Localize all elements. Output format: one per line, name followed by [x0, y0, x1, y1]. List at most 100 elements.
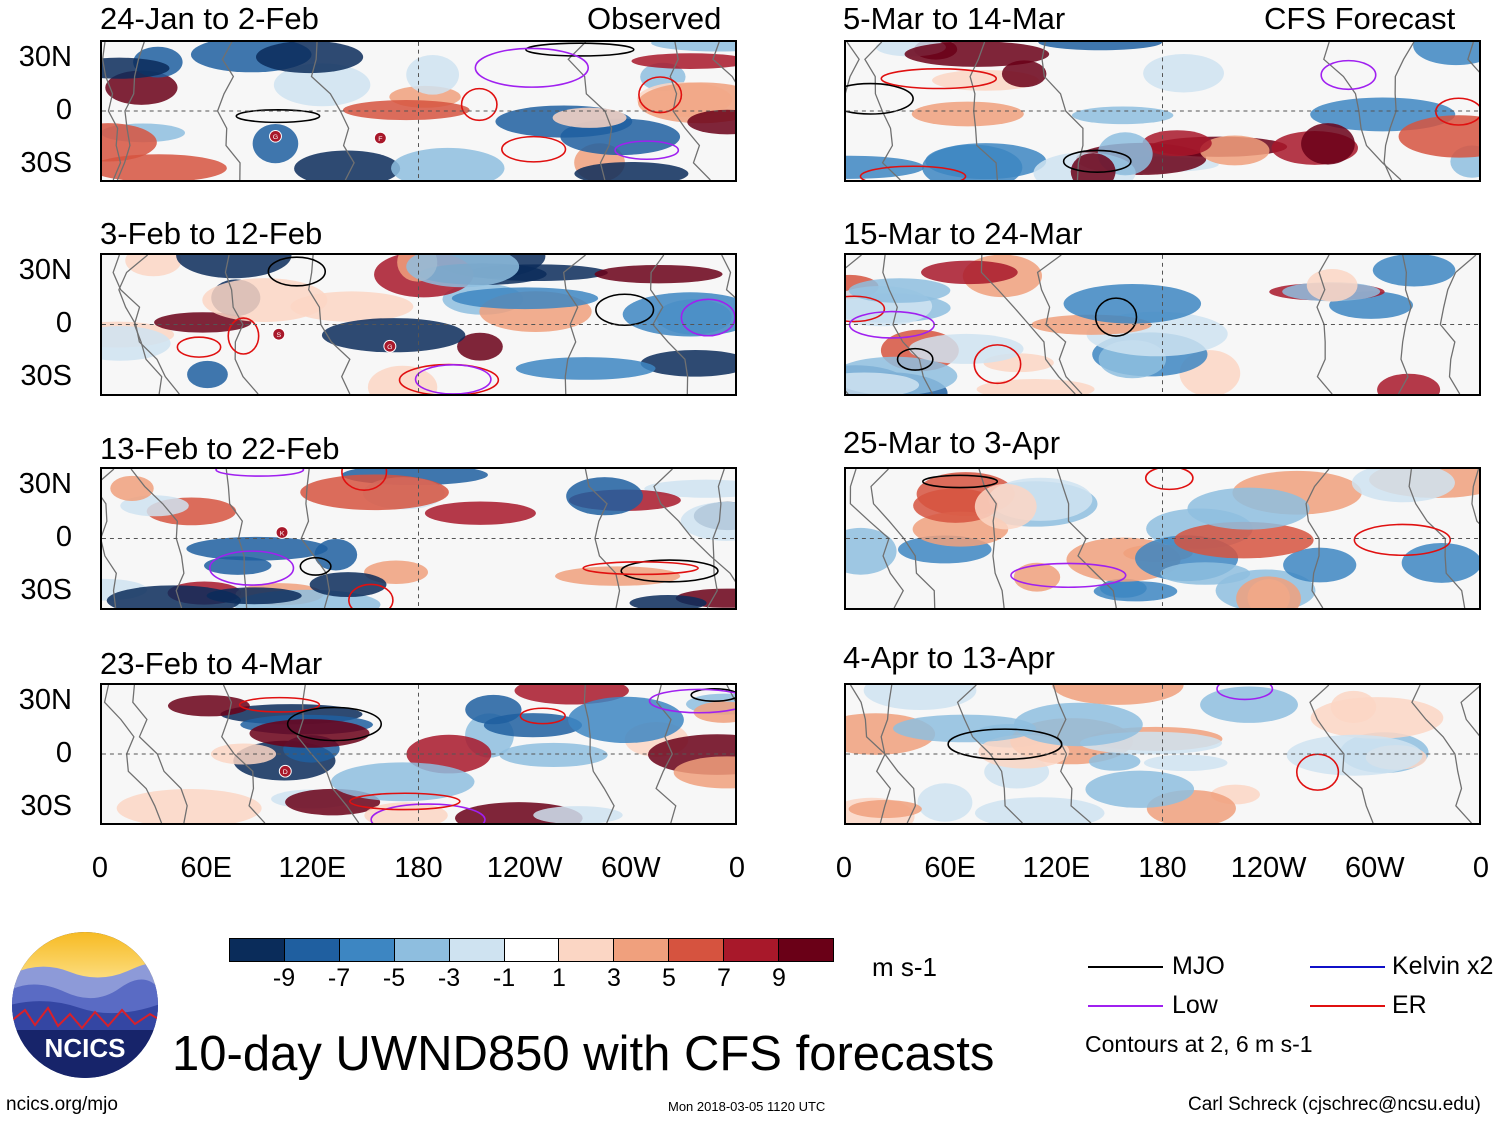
x-axis-label: 120W	[486, 852, 563, 884]
colorbar-tick-label: -9	[272, 964, 296, 992]
anomaly-shading	[515, 357, 656, 380]
anomaly-shading	[314, 538, 358, 571]
tc-marker: S	[272, 327, 286, 341]
colorbar-swatch	[614, 939, 670, 961]
legend-mjo-label: MJO	[1172, 952, 1225, 980]
anomaly-shading	[364, 802, 448, 823]
anomaly-shading	[846, 527, 897, 575]
tc-marker: G	[383, 339, 397, 353]
anomaly-shading	[252, 124, 299, 164]
colorbar-swatch	[394, 939, 450, 961]
anomaly-shading	[1200, 686, 1298, 723]
panel-title-obs2: 3-Feb to 12-Feb	[100, 216, 323, 251]
anomaly-shading	[1088, 752, 1141, 771]
anomaly-shading	[651, 42, 735, 52]
x-axis-label: 60W	[1345, 852, 1405, 884]
colorbar-tick-label: 7	[717, 964, 731, 992]
anomaly-shading	[273, 63, 371, 107]
tc-marker: F	[373, 131, 387, 145]
anomaly-shading	[1013, 702, 1143, 747]
anomaly-shading	[457, 332, 503, 361]
anomaly-shading	[594, 264, 723, 284]
colorbar-tick-label: 1	[552, 964, 566, 992]
anomaly-shading	[125, 255, 182, 277]
map-panel-fc1	[844, 40, 1481, 182]
anomaly-shading	[1286, 734, 1423, 776]
anomaly-shading	[908, 333, 1024, 364]
map-panel-fc4	[844, 683, 1481, 825]
anomaly-shading	[406, 255, 520, 288]
anomaly-shading	[863, 685, 977, 710]
colorbar-swatch	[724, 939, 780, 961]
panel-title-fc3: 25-Mar to 3-Apr	[843, 425, 1061, 460]
panel-title-obs4: 23-Feb to 4-Mar	[100, 646, 323, 681]
anomaly-shading	[911, 101, 1024, 127]
anomaly-shading	[255, 42, 364, 74]
colorbar-swatch	[504, 939, 560, 961]
main-title: 10-day UWND850 with CFS forecasts	[172, 1027, 995, 1081]
anomaly-shading	[1413, 42, 1479, 66]
anomaly-shading	[321, 318, 466, 353]
y-axis-label: 0	[55, 521, 72, 553]
colorbar-tick-label: -3	[437, 964, 461, 992]
legend-mjo-line	[1088, 966, 1163, 968]
panel-title-fc4: 4-Apr to 13-Apr	[843, 640, 1055, 675]
units-label: m s-1	[872, 952, 937, 982]
anomaly-shading	[1199, 135, 1270, 166]
footer-url[interactable]: ncics.org/mjo	[6, 1094, 118, 1115]
legend-er-line	[1310, 1005, 1385, 1007]
anomaly-shading	[568, 696, 684, 744]
anomaly-shading	[921, 260, 1018, 285]
anomaly-shading	[574, 161, 689, 180]
y-axis-label: 0	[55, 737, 72, 769]
anomaly-shading	[186, 536, 328, 561]
anomaly-shading	[974, 483, 1037, 530]
anomaly-shading	[1187, 487, 1310, 530]
wave-contours	[235, 42, 683, 163]
anomaly-shading	[1306, 269, 1358, 302]
svg-text:K: K	[280, 530, 285, 537]
colorbar-tick-label: -5	[382, 964, 406, 992]
map-panel-fc2	[844, 253, 1481, 396]
x-axis-label: 60W	[601, 852, 661, 884]
x-axis-label: 60E	[180, 852, 232, 884]
colorbar-swatch	[779, 939, 833, 961]
anomaly-shading	[1236, 576, 1301, 608]
anomaly-shading	[102, 326, 171, 361]
anomaly-shading	[294, 150, 401, 180]
anomaly-shading	[1372, 255, 1456, 287]
contours-note: Contours at 2, 6 m s-1	[1085, 1031, 1313, 1057]
anomaly-shading	[1401, 543, 1479, 583]
colorbar-swatch	[449, 939, 505, 961]
x-axis-label: 120E	[278, 852, 347, 884]
anomaly-shading	[331, 762, 475, 802]
anomaly-shading	[904, 42, 1050, 67]
coastlines	[102, 42, 735, 180]
colorbar-swatch	[230, 939, 285, 961]
forecast-label: CFS Forecast	[1264, 1, 1456, 36]
footer-credit: Carl Schreck (cjschrec@ncsu.edu)	[1188, 1094, 1481, 1115]
panel-title-fc2: 15-Mar to 24-Mar	[843, 216, 1083, 251]
y-axis-label: 30N	[18, 684, 72, 717]
tc-marker: D	[278, 764, 292, 778]
wave-contours	[208, 469, 719, 608]
wave-contours	[846, 59, 1479, 180]
x-axis-label: 120E	[1022, 852, 1091, 884]
x-axis-label: 0	[91, 852, 109, 884]
anomaly-shading	[167, 695, 250, 717]
anomaly-shading	[848, 800, 922, 819]
map-panel-obs3: K	[100, 467, 737, 610]
anomaly-shading	[640, 350, 735, 377]
anomaly-shading	[848, 278, 951, 303]
colorbar-tick-label: -1	[492, 964, 516, 992]
anomaly-shading	[342, 100, 470, 121]
wave-contours	[176, 256, 735, 394]
anomaly-shading	[1310, 697, 1444, 739]
y-axis-label: 30S	[20, 146, 72, 179]
legend-kelvin-label: Kelvin x2	[1392, 952, 1494, 980]
svg-text:F: F	[378, 136, 382, 143]
colorbar-swatch	[669, 939, 725, 961]
anomaly-shading	[1001, 60, 1047, 88]
anomaly-shading	[974, 797, 1105, 823]
